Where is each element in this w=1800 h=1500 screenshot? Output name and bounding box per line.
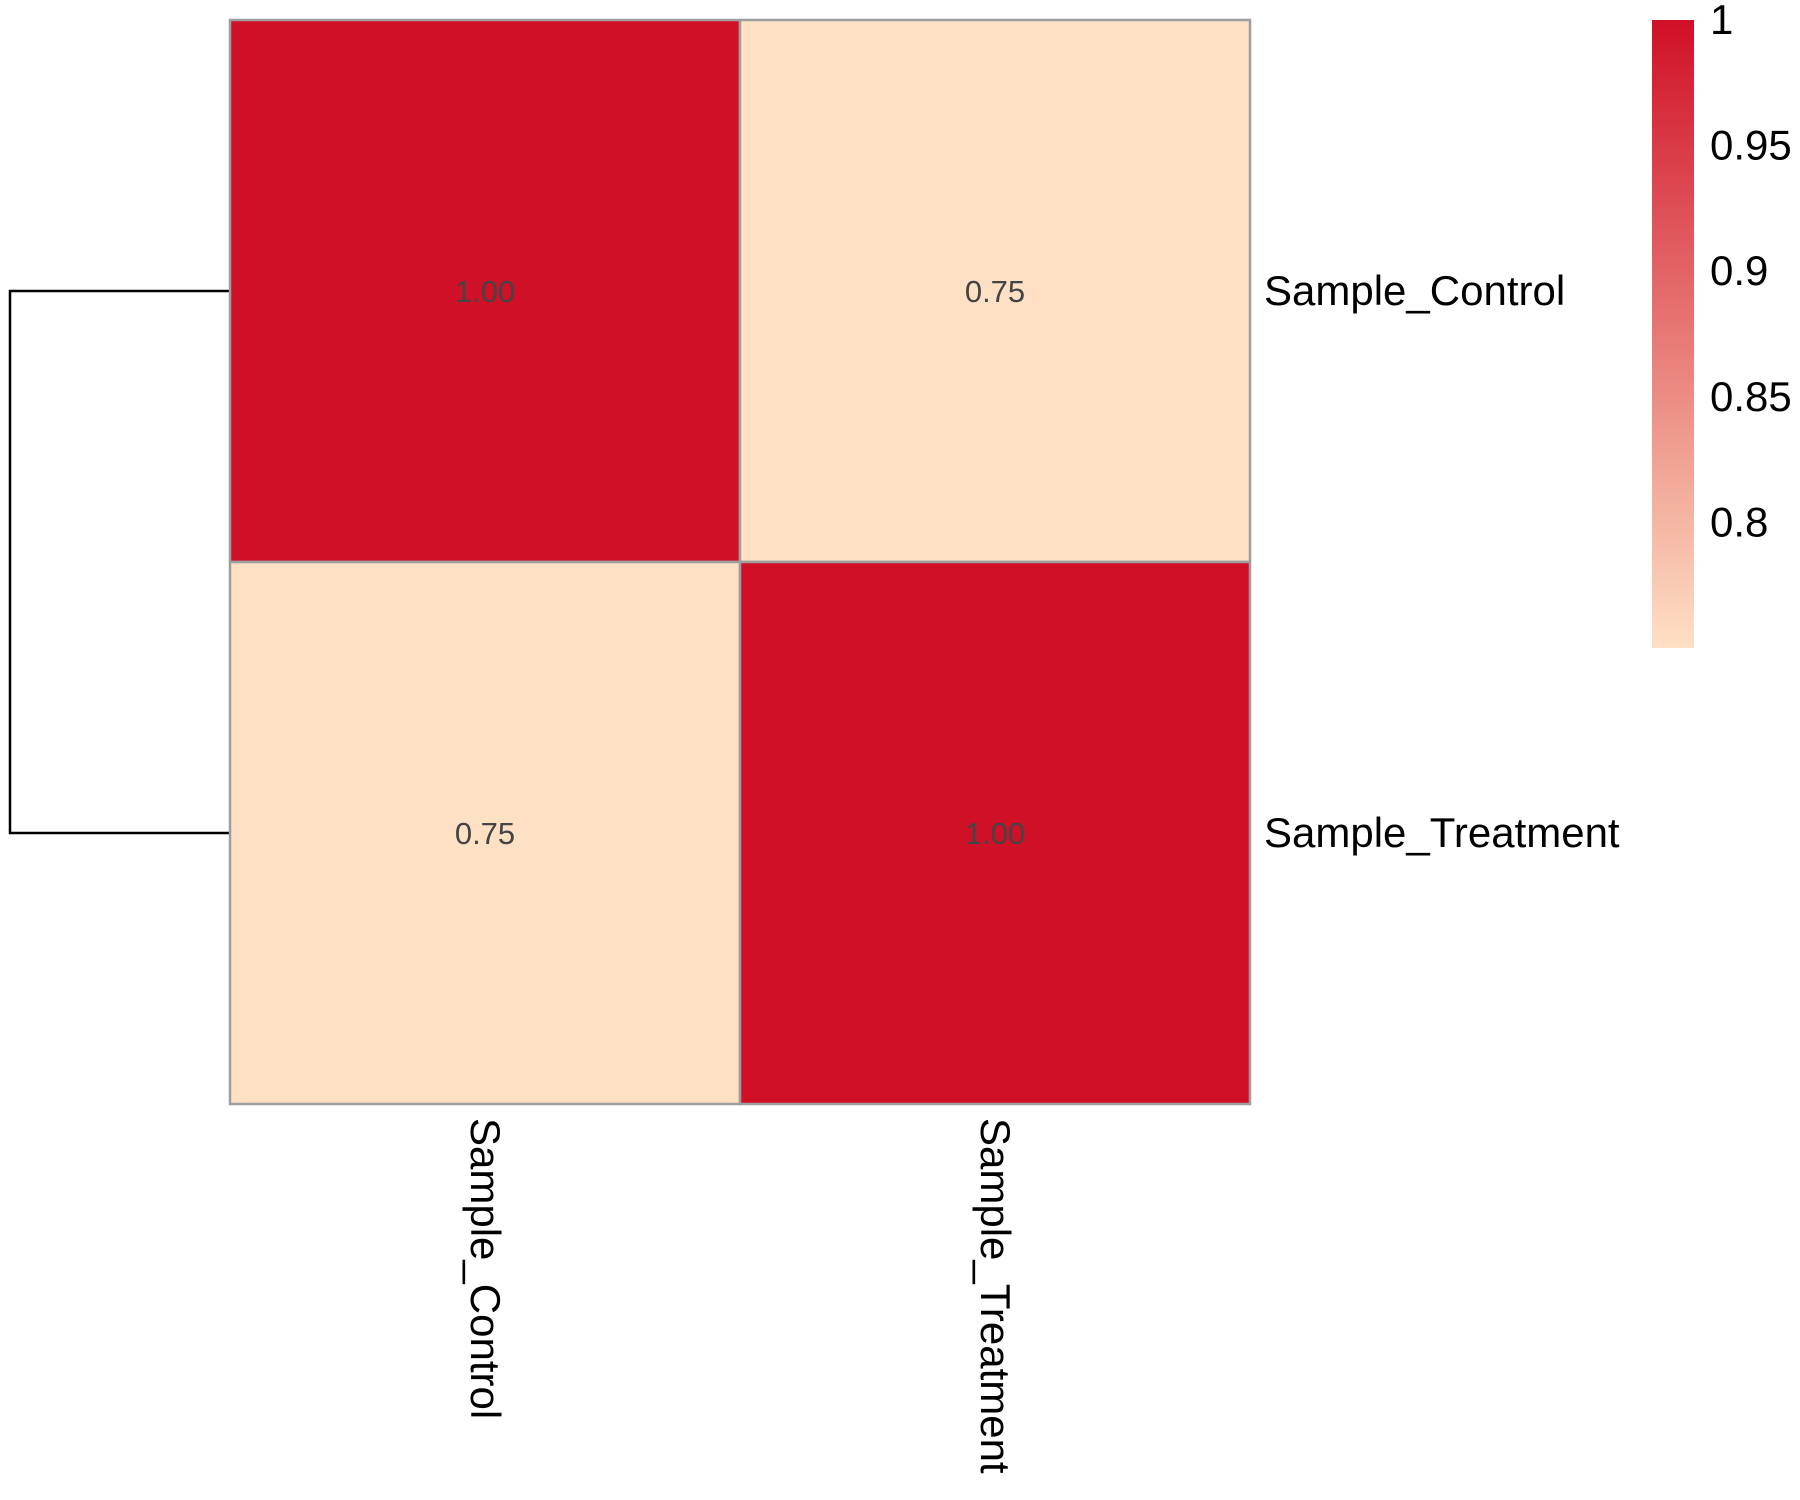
- legend-tick-label-3: 0.85: [1710, 373, 1792, 420]
- legend-tick-label-4: 0.8: [1710, 498, 1768, 545]
- legend-color-bar: [1652, 20, 1694, 648]
- heatmap-cells: 1.00 0.75 0.75 1.00: [228, 18, 1252, 1106]
- column-labels: Sample_Control Sample_Treatment: [462, 1118, 1019, 1474]
- legend-tick-label-2: 0.9: [1710, 247, 1768, 294]
- row-labels: Sample_Control Sample_Treatment: [1264, 267, 1620, 856]
- column-label-0: Sample_Control: [462, 1118, 509, 1419]
- heatmap-cell-0-1: [738, 18, 1252, 564]
- legend-tick-label-0: 1: [1710, 0, 1733, 43]
- column-label-1: Sample_Treatment: [972, 1118, 1019, 1474]
- row-dendrogram: [8, 289, 230, 835]
- cell-value-label-0-1: 0.75: [965, 274, 1025, 309]
- heatmap-cell-1-1: [738, 560, 1252, 1106]
- cell-value-label-1-0: 0.75: [455, 816, 515, 851]
- heatmap-cell-1-0: [228, 560, 742, 1106]
- row-label-0: Sample_Control: [1264, 267, 1565, 314]
- heatmap-cell-0-0: [228, 18, 742, 564]
- legend-tick-label-1: 0.95: [1710, 122, 1792, 169]
- row-label-1: Sample_Treatment: [1264, 809, 1620, 856]
- color-legend: 1 0.95 0.9 0.85 0.8: [1652, 0, 1792, 648]
- cell-value-label-1-1: 1.00: [965, 816, 1025, 851]
- dendrogram-branch: [8, 289, 230, 835]
- cell-value-label-0-0: 1.00: [455, 274, 515, 309]
